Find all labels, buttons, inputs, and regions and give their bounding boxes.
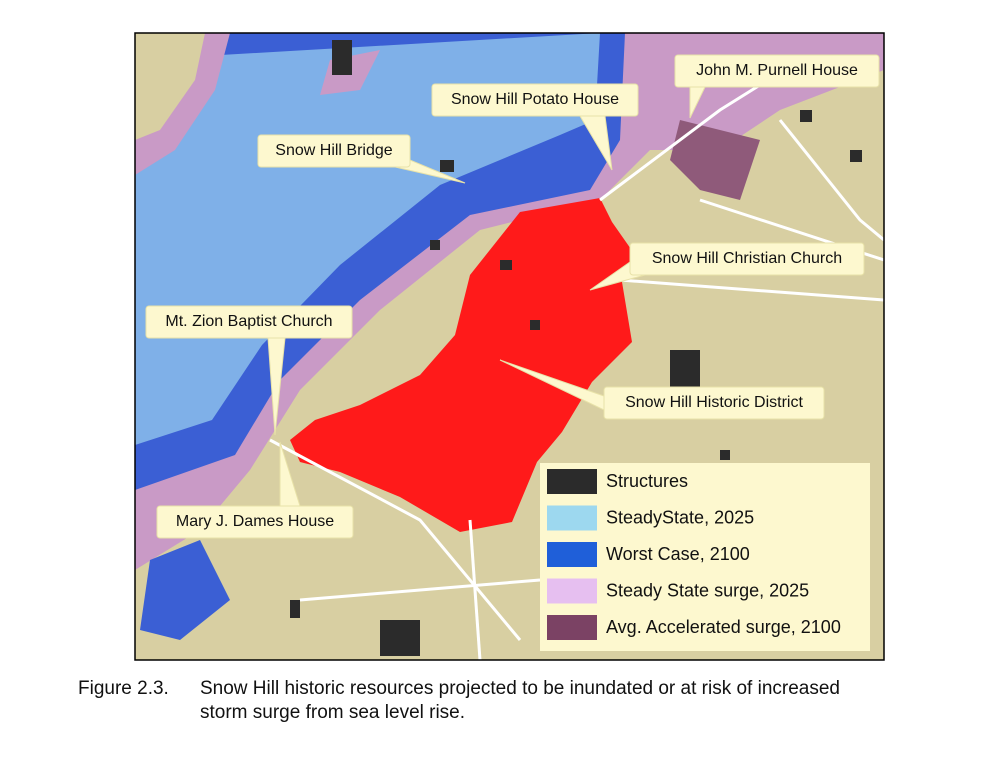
label-box (629, 242, 865, 276)
legend-swatch (547, 469, 597, 494)
legend-label: Steady State surge, 2025 (606, 580, 809, 600)
structures (290, 40, 862, 656)
place-label: Snow Hill Christian Church (652, 250, 842, 267)
legend-label: SteadyState, 2025 (606, 507, 754, 527)
label-box (257, 134, 411, 168)
label-box (431, 83, 639, 117)
legend-swatch (547, 505, 597, 531)
place-label: Snow Hill Potato House (451, 91, 619, 108)
callouts: John M. Purnell House Snow Hill Potato H… (145, 54, 880, 539)
legend-swatch (547, 615, 597, 640)
caption-number: Figure 2.3. (78, 678, 169, 699)
place-label: Snow Hill Bridge (275, 142, 392, 159)
legend-swatch (547, 542, 597, 567)
legend-label: Avg. Accelerated surge, 2100 (606, 617, 841, 637)
label-box (156, 505, 354, 539)
label-box (603, 386, 825, 420)
place-label: Snow Hill Historic District (625, 394, 803, 411)
legend-label: Structures (606, 471, 688, 491)
label-box (145, 305, 353, 339)
legend: Structures SteadyState, 2025 Worst Case, 2… (540, 463, 870, 651)
place-label: Mt. Zion Baptist Church (165, 313, 332, 330)
label-box (674, 54, 880, 88)
place-label: Mary J. Dames House (176, 513, 334, 530)
caption-line: Snow Hill historic resources projected t… (200, 678, 840, 699)
legend-swatch (547, 578, 597, 604)
caption-line: storm surge from sea level rise. (200, 702, 465, 723)
place-label: John M. Purnell House (696, 62, 858, 79)
map-frame (134, 32, 885, 661)
legend-label: Worst Case, 2100 (606, 544, 750, 564)
